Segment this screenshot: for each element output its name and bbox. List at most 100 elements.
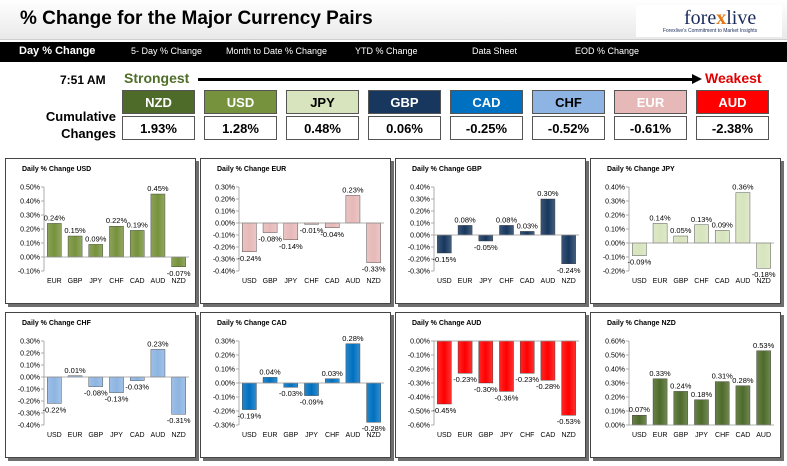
x-category-label: CHF — [694, 278, 708, 285]
bar-aud — [735, 192, 751, 244]
y-tick-label: -0.10% — [603, 255, 625, 262]
data-label: -0.45% — [432, 406, 456, 415]
data-label: 0.04% — [259, 367, 281, 376]
data-label: 0.05% — [670, 226, 692, 235]
data-label: -0.31% — [167, 416, 191, 425]
x-category-label: JPY — [500, 432, 513, 439]
data-label: -0.18% — [752, 270, 776, 279]
chart-svg: -0.30% -0.20% -0.10% 0.00% 0.10% 0.20% 0.30% 0.… — [408, 185, 581, 286]
x-category-label: NZD — [171, 432, 185, 439]
data-label: -0.30% — [474, 385, 498, 394]
chart-panel-nzd: Daily % Change NZD 0.00% 0.10% 0.20% 0.30% 0.… — [590, 312, 781, 458]
x-category-label: NZD — [366, 432, 380, 439]
y-tick-label: -0.10% — [408, 245, 430, 252]
bar-usd — [242, 382, 257, 410]
weakest-label: Weakest — [705, 70, 762, 86]
y-tick-label: -0.40% — [18, 423, 40, 430]
data-label: 0.03% — [517, 221, 539, 230]
bar-eur — [47, 223, 62, 258]
y-tick-label: 0.30% — [20, 213, 40, 220]
data-label: 0.23% — [147, 339, 169, 348]
data-label: -0.33% — [362, 265, 386, 274]
bar-cad — [735, 385, 751, 426]
bar-nzd — [561, 340, 576, 416]
y-tick-label: -0.30% — [213, 423, 235, 430]
x-category-label: USD — [242, 432, 257, 439]
currency-code-gbp: GBP — [368, 90, 441, 114]
y-tick-label: -0.20% — [408, 257, 430, 264]
bar-usd — [632, 242, 647, 256]
tab-ytd-change[interactable]: YTD % Change — [355, 46, 418, 56]
y-tick-label: 0.10% — [605, 227, 625, 234]
currency-code-aud: AUD — [696, 90, 769, 114]
bar-nzd — [171, 376, 186, 415]
data-label: -0.24% — [557, 266, 581, 275]
x-category-label: CAD — [736, 432, 751, 439]
data-label: -0.13% — [105, 395, 129, 404]
bar-jpy — [283, 222, 299, 240]
data-label: -0.07% — [167, 269, 191, 278]
cumulative-changes-label: Cumulative Changes — [45, 109, 116, 141]
currency-value-usd: 1.28% — [204, 116, 277, 140]
data-label: -0.05% — [474, 243, 498, 252]
y-tick-label: 0.20% — [605, 395, 625, 402]
chart-svg: -0.40% -0.30% -0.20% -0.10% 0.00% 0.10% 0.20% 0… — [213, 185, 386, 286]
chart-title: Daily % Change GBP — [412, 166, 482, 173]
x-category-label: CHF — [325, 432, 339, 439]
y-tick-label: 0.10% — [20, 241, 40, 248]
y-tick-label: 0.10% — [20, 363, 40, 370]
bar-gbp — [283, 382, 299, 388]
x-category-label: USD — [242, 278, 257, 285]
chart-title: Daily % Change NZD — [607, 320, 676, 327]
data-label: 0.45% — [147, 184, 169, 193]
y-tick-label: -0.30% — [18, 411, 40, 418]
bar-jpy — [304, 382, 319, 396]
strongest-label: Strongest — [124, 70, 190, 86]
y-tick-label: 0.40% — [605, 185, 625, 192]
data-label: -0.03% — [125, 383, 149, 392]
x-category-label: CHF — [109, 278, 123, 285]
y-tick-label: 0.20% — [215, 353, 235, 360]
data-label: -0.24% — [237, 254, 261, 263]
tab-5-day-change[interactable]: 5- Day % Change — [131, 46, 203, 56]
x-category-label: AUD — [151, 432, 166, 439]
y-tick-label: -0.20% — [18, 399, 40, 406]
x-category-label: AUD — [346, 432, 361, 439]
currency-code-jpy: JPY — [286, 90, 359, 114]
data-label: 0.07% — [629, 405, 651, 414]
x-category-label: CAD — [325, 278, 340, 285]
currency-value-nzd: 1.93% — [122, 116, 195, 140]
chart-title: Daily % Change CAD — [217, 320, 287, 327]
x-category-label: EUR — [458, 278, 473, 285]
chart-svg: -0.30% -0.20% -0.10% 0.00% 0.10% 0.20% 0.30% -0… — [213, 334, 386, 439]
x-category-label: EUR — [68, 432, 83, 439]
chart-svg: -0.20% -0.10% 0.00% 0.10% 0.20% 0.30% 0.40% -0.… — [603, 183, 776, 285]
data-label: 0.31% — [712, 372, 734, 381]
bar-jpy — [88, 244, 104, 258]
y-tick-label: 0.20% — [215, 197, 235, 204]
bar-cad — [129, 230, 145, 258]
currency-code-cad: CAD — [450, 90, 523, 114]
bar-jpy — [499, 340, 514, 392]
logo-wordmark: forexlive — [684, 7, 757, 29]
x-category-label: AUD — [756, 432, 771, 439]
data-label: 0.19% — [127, 220, 149, 229]
bar-chf — [499, 225, 514, 236]
y-tick-label: 0.10% — [215, 367, 235, 374]
bar-eur — [457, 225, 473, 236]
data-label: -0.23% — [515, 375, 539, 384]
currency-value-gbp: 0.06% — [368, 116, 441, 140]
bar-gbp — [88, 376, 104, 387]
y-tick-label: 0.00% — [20, 255, 40, 262]
x-category-label: JPY — [695, 432, 708, 439]
tab-eod-change[interactable]: EOD % Change — [575, 46, 640, 56]
y-tick-label: -0.20% — [408, 367, 430, 374]
tab-day-change[interactable]: Day % Change — [19, 45, 96, 57]
y-tick-label: 0.30% — [215, 185, 235, 192]
data-label: -0.03% — [279, 389, 303, 398]
tab-month-to-date-change[interactable]: Month to Date % Change — [226, 46, 328, 56]
data-label: -0.09% — [300, 398, 324, 407]
tab-data-sheet[interactable]: Data Sheet — [472, 46, 518, 56]
x-category-label: EUR — [47, 278, 62, 285]
chart-svg: -0.40% -0.30% -0.20% -0.10% 0.00% 0.10% 0.20% 0… — [18, 339, 191, 440]
